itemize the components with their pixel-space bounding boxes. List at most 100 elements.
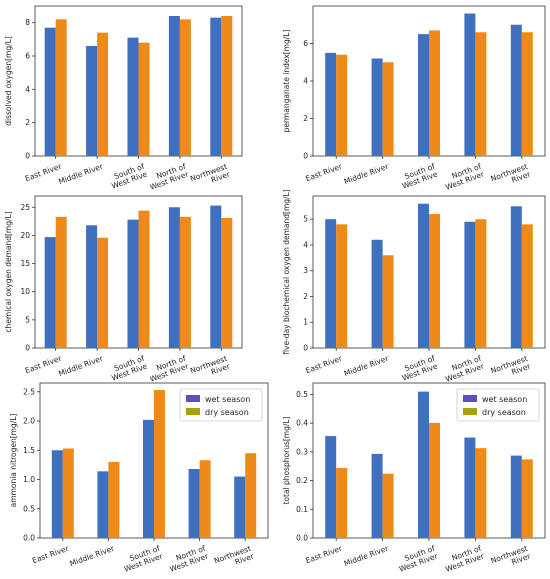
x-category-label: East River xyxy=(304,353,344,375)
y-tick-label: 0.5 xyxy=(296,390,308,399)
bar-dry-season xyxy=(179,19,191,157)
x-category-label-line: East River xyxy=(304,161,344,183)
bar-wet-season xyxy=(234,476,246,538)
y-tick-label: 8 xyxy=(25,18,30,27)
bar-wet-season xyxy=(210,17,222,156)
x-category-label: North ofWest River xyxy=(146,353,191,383)
y-axis-label: total phosphorus[mg/L] xyxy=(282,416,291,504)
bar-wet-season xyxy=(210,205,222,348)
x-category-label: South ofWest Rive xyxy=(398,162,439,191)
permanganate-index-chart: 0 2 4 6 permanganate index[mg/L] East River Mi… xyxy=(282,5,546,192)
bar-dry-season xyxy=(475,32,487,156)
x-category-label: East River xyxy=(304,543,344,565)
y-tick-label: 4 xyxy=(303,77,308,86)
bar-wet-season xyxy=(371,239,383,348)
bar-dry-season xyxy=(382,473,394,538)
bar-wet-season xyxy=(325,436,337,538)
bar-wet-season xyxy=(418,391,429,538)
bar-dry-season xyxy=(521,459,533,538)
y-tick-label: 2.0 xyxy=(23,417,35,426)
bar-dry-season xyxy=(55,19,67,157)
legend-label: dry season xyxy=(205,408,249,417)
x-category-label: South ofWest River xyxy=(120,543,165,573)
legend: wet season dry season xyxy=(456,388,540,422)
y-tick-label: 2 xyxy=(303,292,308,301)
legend-label: wet season xyxy=(205,395,250,404)
y-axis-label: dissolved oxygen[mg/L] xyxy=(4,36,13,126)
y-axis-label: chemical oxygen demand[mg/L] xyxy=(4,211,13,332)
bar-wet-season xyxy=(188,468,200,538)
bar-dry-season xyxy=(382,62,394,156)
bar-dry-season xyxy=(336,224,348,348)
bar-wet-season xyxy=(168,16,180,156)
bar-dry-season xyxy=(221,16,233,156)
y-tick-label: 0 xyxy=(303,344,308,353)
x-category-label: Middle River xyxy=(69,543,117,568)
y-axis-label: ammonia nitrogen[mg/L] xyxy=(9,414,18,508)
legend-swatch xyxy=(463,395,477,402)
bar-dry-season xyxy=(138,42,150,156)
y-tick-label: 2.5 xyxy=(23,387,35,396)
bar-wet-season xyxy=(371,58,383,156)
y-tick-label: 0.1 xyxy=(296,505,308,514)
x-category-label: Middle River xyxy=(343,543,391,568)
bod5-chart: 0 1 2 3 4 5 five-day biochemical oxygen demand… xyxy=(282,189,546,384)
bar-wet-season xyxy=(127,37,139,156)
x-category-label-line: Middle River xyxy=(343,353,391,378)
bar-dry-season xyxy=(475,219,487,348)
x-category-label: NorthwestRiver xyxy=(489,161,532,191)
x-category-label: Middle River xyxy=(57,161,105,186)
y-tick-label: 0.4 xyxy=(296,419,308,428)
x-category-label-line: Middle River xyxy=(69,543,117,568)
y-tick-label: 15 xyxy=(20,259,30,268)
x-category-label: North ofWest River xyxy=(146,161,191,191)
y-tick-label: 6 xyxy=(303,39,308,48)
legend-label: dry season xyxy=(482,408,526,417)
bar-dry-season xyxy=(199,460,211,538)
bar-wet-season xyxy=(464,437,476,538)
x-category-label: South ofWest River xyxy=(395,543,440,573)
y-tick-label: 5 xyxy=(303,215,308,224)
bar-dry-season xyxy=(521,32,533,156)
bar-dry-season xyxy=(55,216,67,348)
bar-wet-season xyxy=(44,27,56,156)
x-category-label-line: East River xyxy=(304,353,344,375)
y-tick-label: 20 xyxy=(20,231,30,240)
bar-wet-season xyxy=(97,471,109,538)
bar-wet-season xyxy=(510,206,522,348)
y-tick-label: 0.3 xyxy=(296,447,308,456)
x-category-label: East River xyxy=(304,161,344,183)
x-category-label: Middle River xyxy=(343,353,391,378)
x-category-label: South ofWest Rive xyxy=(107,354,148,383)
bar-wet-season xyxy=(371,453,383,538)
y-tick-label: 0.2 xyxy=(296,476,308,485)
x-category-label-line: Middle River xyxy=(343,543,391,568)
x-category-label: NorthwestRiver xyxy=(489,353,532,383)
x-category-label: NorthwestRiver xyxy=(189,353,232,383)
total-phosphorus-chart: 0.0 0.1 0.2 0.3 0.4 0.5 total phosphorus[mg/L]… xyxy=(282,382,546,574)
x-category-label: North ofWest River xyxy=(441,161,486,191)
y-tick-label: 0.0 xyxy=(296,534,308,543)
bar-dry-season xyxy=(138,210,150,348)
bar-wet-season xyxy=(510,455,522,538)
y-tick-label: 5 xyxy=(25,315,30,324)
x-category-label: North ofWest River xyxy=(441,543,486,573)
bar-wet-season xyxy=(464,13,476,156)
y-tick-label: 6 xyxy=(25,52,30,61)
bar-wet-season xyxy=(51,450,63,538)
y-axis-label: five-day biochemical oxygen demand[mg/L] xyxy=(282,189,291,354)
x-category-label: Middle River xyxy=(343,161,391,186)
y-tick-label: 1.0 xyxy=(23,475,35,484)
ammonia-nitrogen-chart: 0.0 0.5 1.0 1.5 2.0 2.5 ammonia nitrogen[mg/L]… xyxy=(9,382,269,574)
y-tick-label: 0 xyxy=(303,152,308,161)
y-tick-label: 1.5 xyxy=(23,446,35,455)
bar-wet-season xyxy=(464,221,476,348)
bar-dry-season xyxy=(154,390,165,538)
bar-wet-season xyxy=(44,237,56,348)
y-tick-label: 1 xyxy=(303,318,308,327)
bar-wet-season xyxy=(86,225,98,348)
x-category-label: South ofWest Rive xyxy=(107,162,148,191)
